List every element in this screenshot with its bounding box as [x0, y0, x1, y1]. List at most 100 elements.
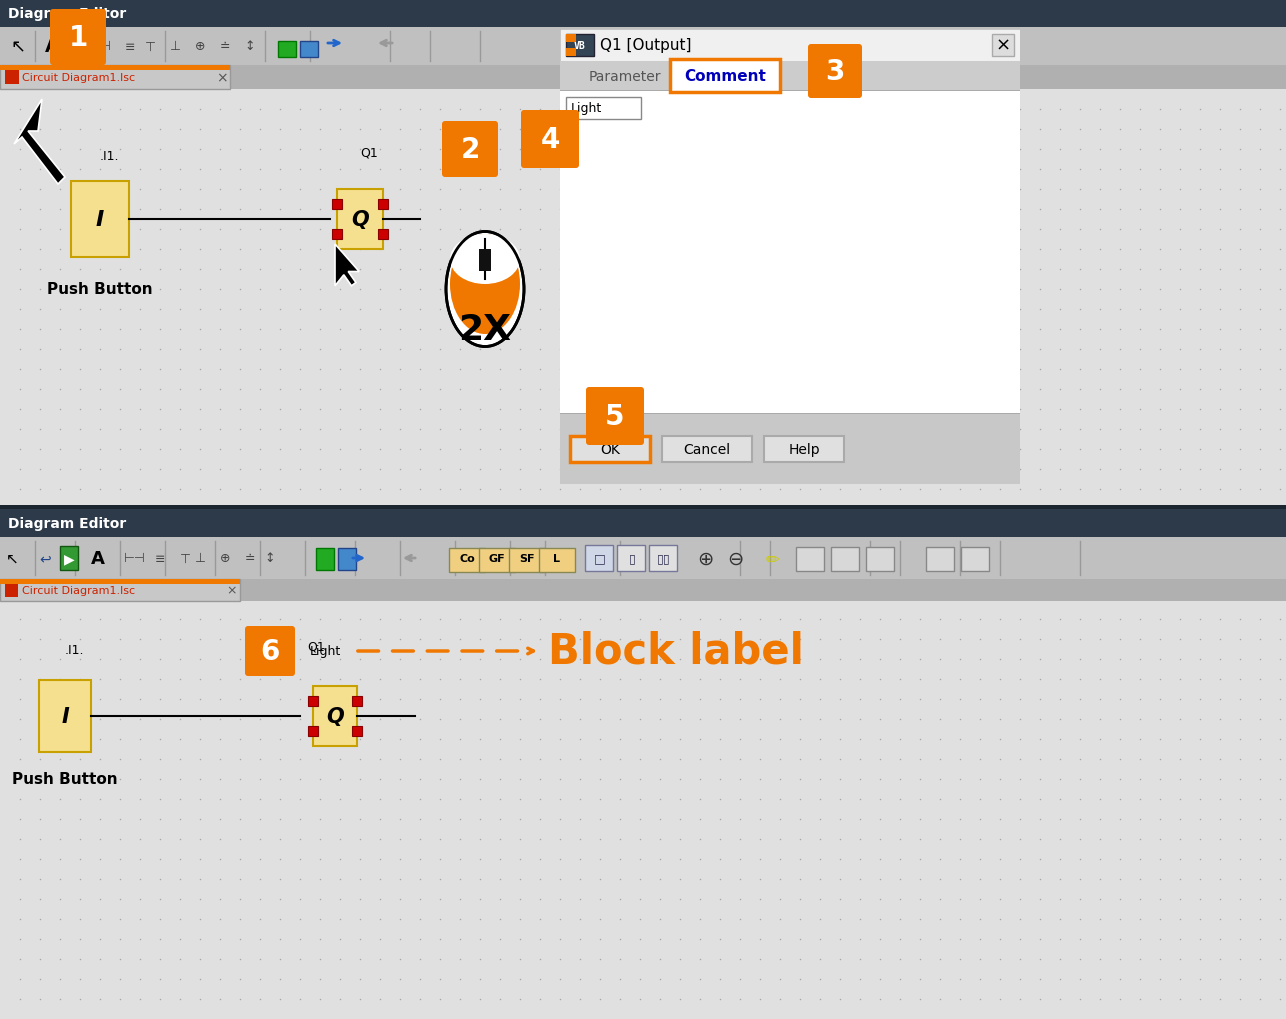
Point — [390, 441, 410, 458]
Point — [810, 911, 831, 927]
Text: ×: × — [216, 71, 228, 85]
Point — [1070, 711, 1091, 728]
Point — [710, 951, 730, 967]
Point — [970, 481, 990, 497]
Point — [990, 891, 1011, 907]
Point — [1190, 851, 1210, 867]
Point — [170, 891, 190, 907]
Point — [190, 832, 211, 848]
Point — [1089, 221, 1110, 237]
Point — [689, 142, 710, 158]
Point — [1070, 631, 1091, 647]
Point — [530, 181, 550, 198]
Text: Block label: Block label — [548, 631, 804, 673]
Point — [450, 611, 471, 628]
Point — [810, 481, 831, 497]
Point — [130, 871, 150, 888]
Point — [289, 302, 310, 318]
Point — [390, 911, 410, 927]
Text: 2X: 2X — [459, 313, 512, 346]
Point — [430, 931, 450, 948]
Point — [30, 481, 50, 497]
Point — [170, 711, 190, 728]
Point — [469, 911, 490, 927]
Point — [289, 990, 310, 1007]
Point — [130, 422, 150, 438]
Point — [930, 832, 950, 848]
Point — [1129, 811, 1150, 827]
Point — [149, 462, 170, 478]
Point — [1150, 911, 1170, 927]
Text: I: I — [62, 706, 69, 727]
Point — [30, 102, 50, 118]
Bar — [992, 35, 1013, 57]
Point — [1010, 911, 1030, 927]
Point — [549, 441, 570, 458]
Point — [869, 851, 890, 867]
Point — [729, 362, 750, 378]
Ellipse shape — [450, 234, 520, 334]
Point — [10, 651, 31, 667]
Point — [970, 951, 990, 967]
Point — [549, 971, 570, 987]
Point — [1070, 990, 1091, 1007]
Point — [149, 121, 170, 138]
Point — [30, 422, 50, 438]
Point — [1030, 911, 1051, 927]
Point — [1170, 631, 1191, 647]
Text: GF: GF — [489, 553, 505, 564]
Point — [270, 441, 291, 458]
Point — [729, 631, 750, 647]
Point — [490, 891, 511, 907]
Point — [829, 672, 850, 688]
Point — [369, 242, 390, 258]
Point — [310, 102, 331, 118]
Point — [450, 851, 471, 867]
Point — [310, 401, 331, 418]
Point — [90, 242, 111, 258]
Point — [109, 911, 130, 927]
Point — [1170, 771, 1191, 788]
Point — [689, 181, 710, 198]
Point — [410, 851, 431, 867]
Point — [770, 162, 791, 178]
Point — [670, 242, 691, 258]
Point — [1170, 691, 1191, 707]
Point — [850, 401, 871, 418]
Point — [990, 462, 1011, 478]
Point — [350, 751, 370, 767]
Point — [1089, 142, 1110, 158]
Point — [90, 672, 111, 688]
Point — [410, 121, 431, 138]
Text: Help: Help — [788, 442, 819, 457]
Point — [909, 162, 930, 178]
Point — [1010, 990, 1030, 1007]
Point — [1049, 102, 1070, 118]
Point — [950, 441, 971, 458]
Point — [1129, 322, 1150, 338]
Point — [1170, 931, 1191, 948]
Point — [329, 951, 350, 967]
Point — [950, 811, 971, 827]
Point — [1269, 262, 1286, 278]
Point — [190, 990, 211, 1007]
Point — [329, 651, 350, 667]
Point — [1190, 871, 1210, 888]
Point — [50, 971, 71, 987]
Point — [310, 971, 331, 987]
Point — [1170, 611, 1191, 628]
Point — [630, 651, 651, 667]
Point — [1049, 691, 1070, 707]
Point — [869, 911, 890, 927]
Point — [850, 711, 871, 728]
Point — [1190, 221, 1210, 237]
Point — [1030, 871, 1051, 888]
Point — [90, 851, 111, 867]
Point — [829, 381, 850, 397]
Point — [890, 202, 910, 218]
Point — [970, 911, 990, 927]
Point — [369, 202, 390, 218]
Point — [1210, 871, 1231, 888]
Point — [430, 811, 450, 827]
Point — [249, 322, 270, 338]
